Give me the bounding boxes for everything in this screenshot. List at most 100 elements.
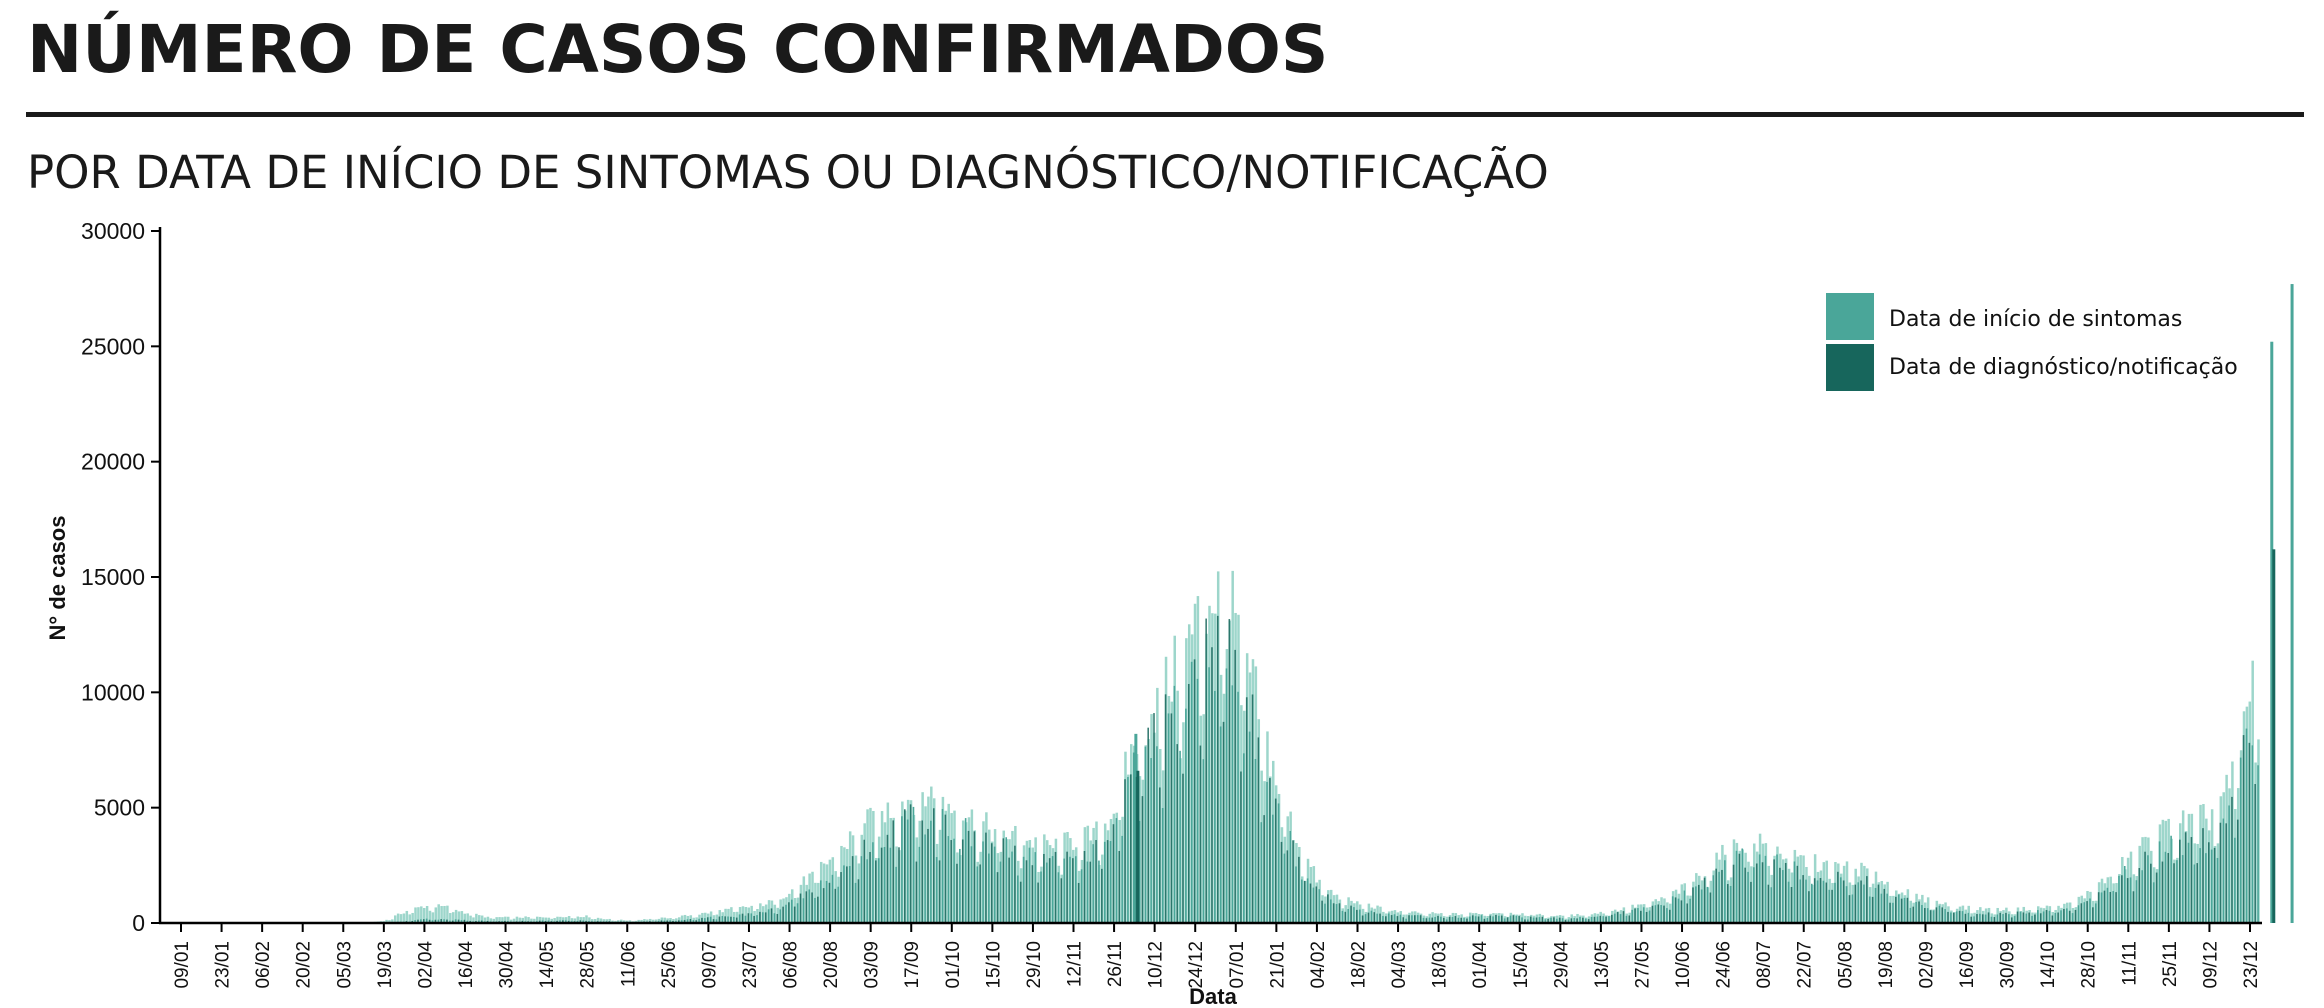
- bar-notificacao: [1379, 913, 1381, 923]
- bar-notificacao: [808, 889, 810, 923]
- bar-notificacao: [1753, 867, 1755, 923]
- bar-notificacao: [906, 819, 909, 923]
- bar-notificacao: [973, 831, 976, 923]
- bar-notificacao: [1611, 914, 1613, 923]
- bar-notificacao: [2257, 765, 2259, 923]
- y-tick-label: 30000: [81, 218, 145, 244]
- bar-notificacao: [1176, 744, 1178, 923]
- bar-notificacao: [1048, 858, 1051, 923]
- bar-notificacao: [2089, 898, 2091, 923]
- bar-notificacao: [1695, 886, 1697, 923]
- bar-notificacao: [1402, 917, 1404, 923]
- bar-notificacao: [1999, 912, 2001, 923]
- bar-notificacao: [2005, 912, 2007, 923]
- page-title: NÚMERO DE CASOS CONFIRMADOS: [27, 11, 1329, 88]
- bar-notificacao: [1750, 881, 1752, 923]
- bar-notificacao: [1622, 911, 1625, 923]
- bar-sintomas: [483, 917, 487, 923]
- bar-notificacao: [2213, 847, 2216, 923]
- x-axis-ticks: 09/01 23/01 06/02 20/02 05/03 19/03 02/04 16/04…: [172, 923, 2262, 989]
- bar-notificacao: [1848, 895, 1851, 923]
- bar-notificacao: [1747, 871, 1749, 923]
- bar-notificacao: [446, 919, 448, 923]
- bar-notificacao: [854, 882, 857, 923]
- bar-notificacao: [660, 920, 663, 923]
- bar-notificacao: [1677, 898, 1680, 923]
- bar-notificacao: [1683, 890, 1686, 923]
- bar-notificacao: [1924, 908, 1926, 923]
- bar-notificacao: [1889, 902, 1891, 923]
- bar-notificacao: [1602, 916, 1604, 923]
- bar-sintomas: [704, 912, 707, 923]
- bar-notificacao: [1779, 867, 1781, 923]
- bar-notificacao: [1871, 896, 1874, 923]
- bar-notificacao: [2202, 828, 2204, 923]
- bar-notificacao: [1077, 882, 1080, 923]
- bar-notificacao: [1364, 914, 1367, 923]
- bar-notificacao: [1764, 855, 1767, 923]
- bar-notificacao: [909, 804, 912, 923]
- bar-notificacao: [1900, 898, 1903, 923]
- bar-notificacao: [2115, 892, 2117, 923]
- bar-notificacao: [872, 842, 874, 923]
- bar-sintomas: [443, 905, 446, 923]
- bar-notificacao: [1628, 915, 1631, 923]
- bar-notificacao: [1929, 910, 1932, 923]
- x-tick-label: 21/01: [1267, 941, 1288, 989]
- bar-notificacao: [932, 808, 935, 923]
- bar-notificacao: [2100, 892, 2103, 923]
- bar-notificacao: [1222, 721, 1225, 923]
- x-tick-label: 28/10: [2079, 941, 2100, 989]
- x-tick-label: 23/07: [740, 941, 761, 989]
- x-tick-label: 12/11: [1065, 941, 1086, 987]
- bar-notificacao: [1405, 918, 1407, 923]
- x-tick-label: 18/03: [1430, 941, 1451, 989]
- bar-notificacao: [982, 841, 984, 923]
- bar-sintomas: [420, 906, 423, 923]
- bar-notificacao: [1906, 897, 1909, 923]
- bar-notificacao: [1666, 908, 1668, 923]
- bar-notificacao: [1321, 900, 1323, 923]
- bar-notificacao: [1353, 907, 1355, 923]
- bar-notificacao: [2234, 837, 2236, 923]
- bar-notificacao: [1579, 917, 1581, 923]
- bar-notificacao: [709, 916, 712, 923]
- bar-notificacao: [1567, 919, 1570, 923]
- bar-notificacao: [1132, 752, 1135, 923]
- bar-notificacao: [1834, 882, 1836, 923]
- bar-sintomas: [431, 912, 435, 923]
- bar-notificacao: [2057, 912, 2059, 923]
- bar-notificacao: [1521, 917, 1523, 923]
- bar-notificacao: [2228, 805, 2230, 923]
- bar-notificacao: [1069, 856, 1071, 923]
- bar-sintomas: [730, 907, 733, 923]
- bar-sintomas: [396, 913, 400, 923]
- bar-sintomas: [724, 908, 727, 923]
- bar-notificacao: [840, 872, 842, 923]
- bar-notificacao: [434, 919, 437, 923]
- y-tick-label: 15000: [81, 564, 145, 590]
- bar-notificacao: [1984, 914, 1987, 923]
- bar-notificacao: [562, 920, 564, 923]
- bar-sintomas: [492, 918, 496, 923]
- bar-notificacao: [1784, 862, 1787, 923]
- bar-notificacao: [869, 851, 871, 923]
- bar-notificacao: [2219, 822, 2222, 923]
- x-tick-label: 20/08: [821, 941, 842, 989]
- bar-notificacao: [1179, 750, 1181, 923]
- x-tick-label: 16/04: [456, 941, 477, 989]
- bar-notificacao: [2008, 914, 2010, 923]
- bar-notificacao: [1892, 902, 1894, 923]
- x-tick-label: 24/12: [1186, 941, 1207, 989]
- bar-notificacao: [1274, 798, 1277, 923]
- bar-sintomas: [402, 913, 406, 923]
- x-tick-label: 09/12: [2200, 941, 2221, 989]
- x-tick-label: 23/01: [213, 941, 234, 989]
- bar-sintomas: [391, 919, 394, 923]
- bar-notificacao: [1153, 713, 1155, 923]
- bar-notificacao: [848, 866, 851, 923]
- bar-notificacao: [1347, 909, 1349, 923]
- bar-notificacao: [1576, 918, 1578, 923]
- bar-notificacao: [1477, 916, 1480, 923]
- bar-notificacao: [1225, 668, 1228, 923]
